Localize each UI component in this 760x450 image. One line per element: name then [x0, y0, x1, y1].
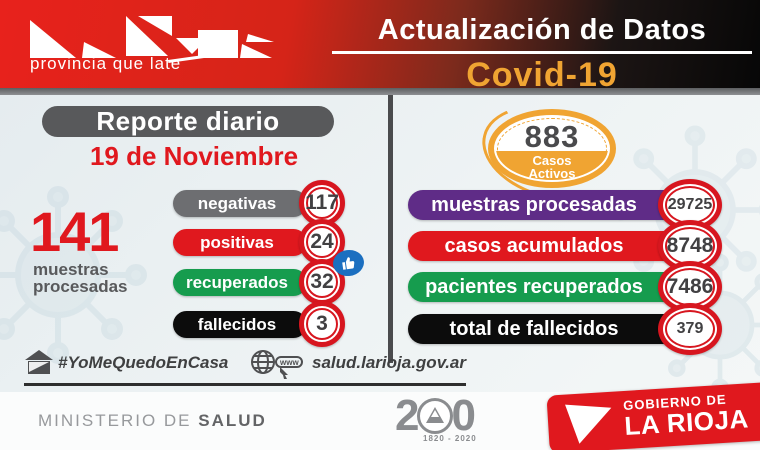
- positivas-label: positivas: [200, 232, 274, 252]
- main-content: Reporte diario 19 de Noviembre 141 muest…: [0, 90, 760, 397]
- total-fallecidos-badge: 379: [658, 303, 722, 355]
- total-fallecidos-value: 379: [665, 310, 715, 348]
- house-icon: [25, 350, 53, 374]
- active-cases-badge: 883 Casos Activos: [472, 90, 638, 216]
- positivas-pill: positivas: [173, 229, 307, 256]
- muestras-procesadas-label: muestras procesadas: [431, 193, 637, 216]
- la-rioja-triangles-logo: [30, 16, 274, 63]
- active-cases-inner: 883 Casos Activos: [496, 117, 608, 180]
- total-fallecidos-pill: total de fallecidos: [408, 314, 682, 344]
- globe-www-icon: www: [251, 350, 303, 379]
- negativas-pill: negativas: [173, 190, 307, 217]
- muestras-procesadas-value: 29725: [665, 186, 715, 224]
- muestras-procesadas-pill: muestras procesadas: [408, 190, 682, 220]
- logo-tagline: provincia que late: [30, 54, 182, 73]
- stat-row-recuperados: recuperados 32: [173, 247, 366, 305]
- fallecidos-label: fallecidos: [197, 314, 277, 334]
- casos-acumulados-value: 8748: [665, 227, 715, 265]
- svg-text:www: www: [279, 358, 299, 367]
- report-title: Reporte diario: [96, 106, 280, 136]
- total-fallecidos-label: total de fallecidos: [449, 317, 619, 340]
- government-badge: GOBIERNO DE LA RIOJA: [546, 380, 760, 450]
- header-subtitle: Covid-19: [466, 56, 618, 94]
- strip-rule: [24, 383, 466, 386]
- header-titles: Actualización de Datos Covid-19: [330, 14, 754, 95]
- recuperados-pill: recuperados: [173, 269, 307, 296]
- footer: MINISTERIO DE SALUD 2 0 1820 - 2020 GOBI: [0, 380, 760, 450]
- stat-row-fallecidos: fallecidos 3: [173, 301, 345, 347]
- header-title: Actualización de Datos: [377, 14, 707, 46]
- fallecidos-pill: fallecidos: [173, 311, 307, 338]
- government-title: GOBIERNO DE LA RIOJA: [622, 391, 750, 441]
- bicentennial-logo: 2 0 1820 - 2020: [395, 394, 505, 448]
- active-cases-label: Casos Activos: [496, 151, 608, 180]
- negativas-value: 117: [305, 187, 339, 219]
- negativas-label: negativas: [197, 193, 277, 213]
- casos-acumulados-pill: casos acumulados: [408, 231, 682, 261]
- stat-row-positivas: positivas 24: [173, 219, 345, 265]
- total-row-fallecidos: total de fallecidos 379: [408, 303, 738, 355]
- total-row-recuperados: pacientes recuperados 7486: [408, 261, 738, 313]
- recuperados-value: 32: [306, 266, 338, 298]
- daily-samples-label: muestras procesadas: [33, 260, 128, 296]
- pacientes-recuperados-value: 7486: [665, 268, 715, 306]
- thumbs-up-icon: [331, 247, 366, 279]
- report-title-pill: Reporte diario: [42, 106, 334, 137]
- bicentennial-digit-0: 0: [451, 391, 476, 440]
- recuperados-label: recuperados: [185, 272, 289, 292]
- total-row-acumulados: casos acumulados 8748: [408, 220, 738, 272]
- website-url[interactable]: salud.larioja.gov.ar: [312, 353, 467, 372]
- bicentennial-emblem-icon: [417, 398, 454, 434]
- bicentennial-years: 1820 - 2020: [423, 434, 477, 443]
- positivas-value: 24: [306, 226, 338, 258]
- government-triangle-icon: [565, 404, 612, 444]
- active-cases-value: 883: [524, 119, 580, 154]
- casos-acumulados-label: casos acumulados: [444, 234, 624, 257]
- daily-samples-value: 141: [30, 200, 119, 263]
- pacientes-recuperados-label: pacientes recuperados: [425, 275, 643, 298]
- header-banner: provincia que late Actualización de Dato…: [0, 0, 760, 94]
- provincia-logo: provincia que late: [26, 12, 276, 78]
- bicentennial-digit-2: 2: [395, 391, 420, 440]
- header-divider-strip: [0, 88, 760, 95]
- total-row-muestras: muestras procesadas 29725: [408, 179, 738, 231]
- report-date: 19 de Noviembre: [89, 141, 299, 171]
- stay-home-hashtag: #YoMeQuedoEnCasa: [58, 353, 229, 372]
- ministry-title: MINISTERIO DE SALUD: [38, 411, 267, 430]
- vertical-divider: [388, 95, 393, 363]
- stat-row-negativas: negativas 117: [173, 180, 345, 226]
- fallecidos-count-badge: 3: [299, 301, 345, 347]
- header-rule: [332, 51, 752, 54]
- pacientes-recuperados-pill: pacientes recuperados: [408, 272, 682, 302]
- fallecidos-value: 3: [306, 308, 338, 340]
